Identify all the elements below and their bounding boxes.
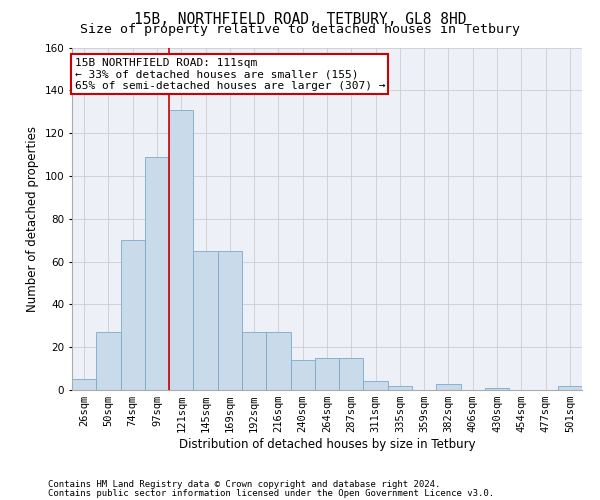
Y-axis label: Number of detached properties: Number of detached properties xyxy=(26,126,39,312)
Bar xyxy=(145,156,169,390)
Bar xyxy=(290,360,315,390)
Text: Contains HM Land Registry data © Crown copyright and database right 2024.: Contains HM Land Registry data © Crown c… xyxy=(48,480,440,489)
Bar xyxy=(364,382,388,390)
Bar xyxy=(485,388,509,390)
Bar xyxy=(72,380,96,390)
Text: Contains public sector information licensed under the Open Government Licence v3: Contains public sector information licen… xyxy=(48,488,494,498)
Bar xyxy=(388,386,412,390)
Bar xyxy=(96,332,121,390)
Text: Size of property relative to detached houses in Tetbury: Size of property relative to detached ho… xyxy=(80,22,520,36)
Bar xyxy=(339,358,364,390)
Bar xyxy=(315,358,339,390)
Bar xyxy=(242,332,266,390)
Bar xyxy=(218,251,242,390)
Bar xyxy=(558,386,582,390)
Bar xyxy=(436,384,461,390)
Bar xyxy=(121,240,145,390)
Bar xyxy=(193,251,218,390)
Text: 15B NORTHFIELD ROAD: 111sqm
← 33% of detached houses are smaller (155)
65% of se: 15B NORTHFIELD ROAD: 111sqm ← 33% of det… xyxy=(74,58,385,91)
Bar xyxy=(169,110,193,390)
Bar xyxy=(266,332,290,390)
X-axis label: Distribution of detached houses by size in Tetbury: Distribution of detached houses by size … xyxy=(179,438,475,451)
Text: 15B, NORTHFIELD ROAD, TETBURY, GL8 8HD: 15B, NORTHFIELD ROAD, TETBURY, GL8 8HD xyxy=(134,12,466,28)
